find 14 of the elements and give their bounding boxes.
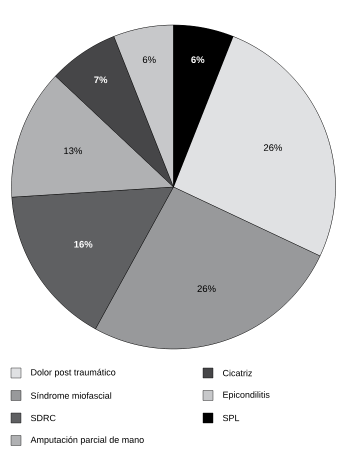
data-label: 13% [64, 147, 82, 154]
data-label: 6% [191, 56, 204, 64]
legend-label: Epicondilitis [223, 391, 270, 400]
legend-label: Dolor post traumático [31, 368, 116, 378]
data-label: 26% [198, 285, 216, 292]
legend-label: Síndrome miofascial [30, 392, 112, 399]
legend-label: Amputación parcial de mano [30, 436, 144, 445]
legend-label: SPL [222, 414, 240, 422]
legend-label: SDRC [30, 414, 56, 422]
legend-label: Cicatriz [222, 370, 252, 376]
data-label: 26% [264, 144, 282, 151]
data-label: 7% [94, 76, 108, 84]
data-label: 16% [74, 240, 92, 248]
data-label: 6% [142, 56, 156, 64]
